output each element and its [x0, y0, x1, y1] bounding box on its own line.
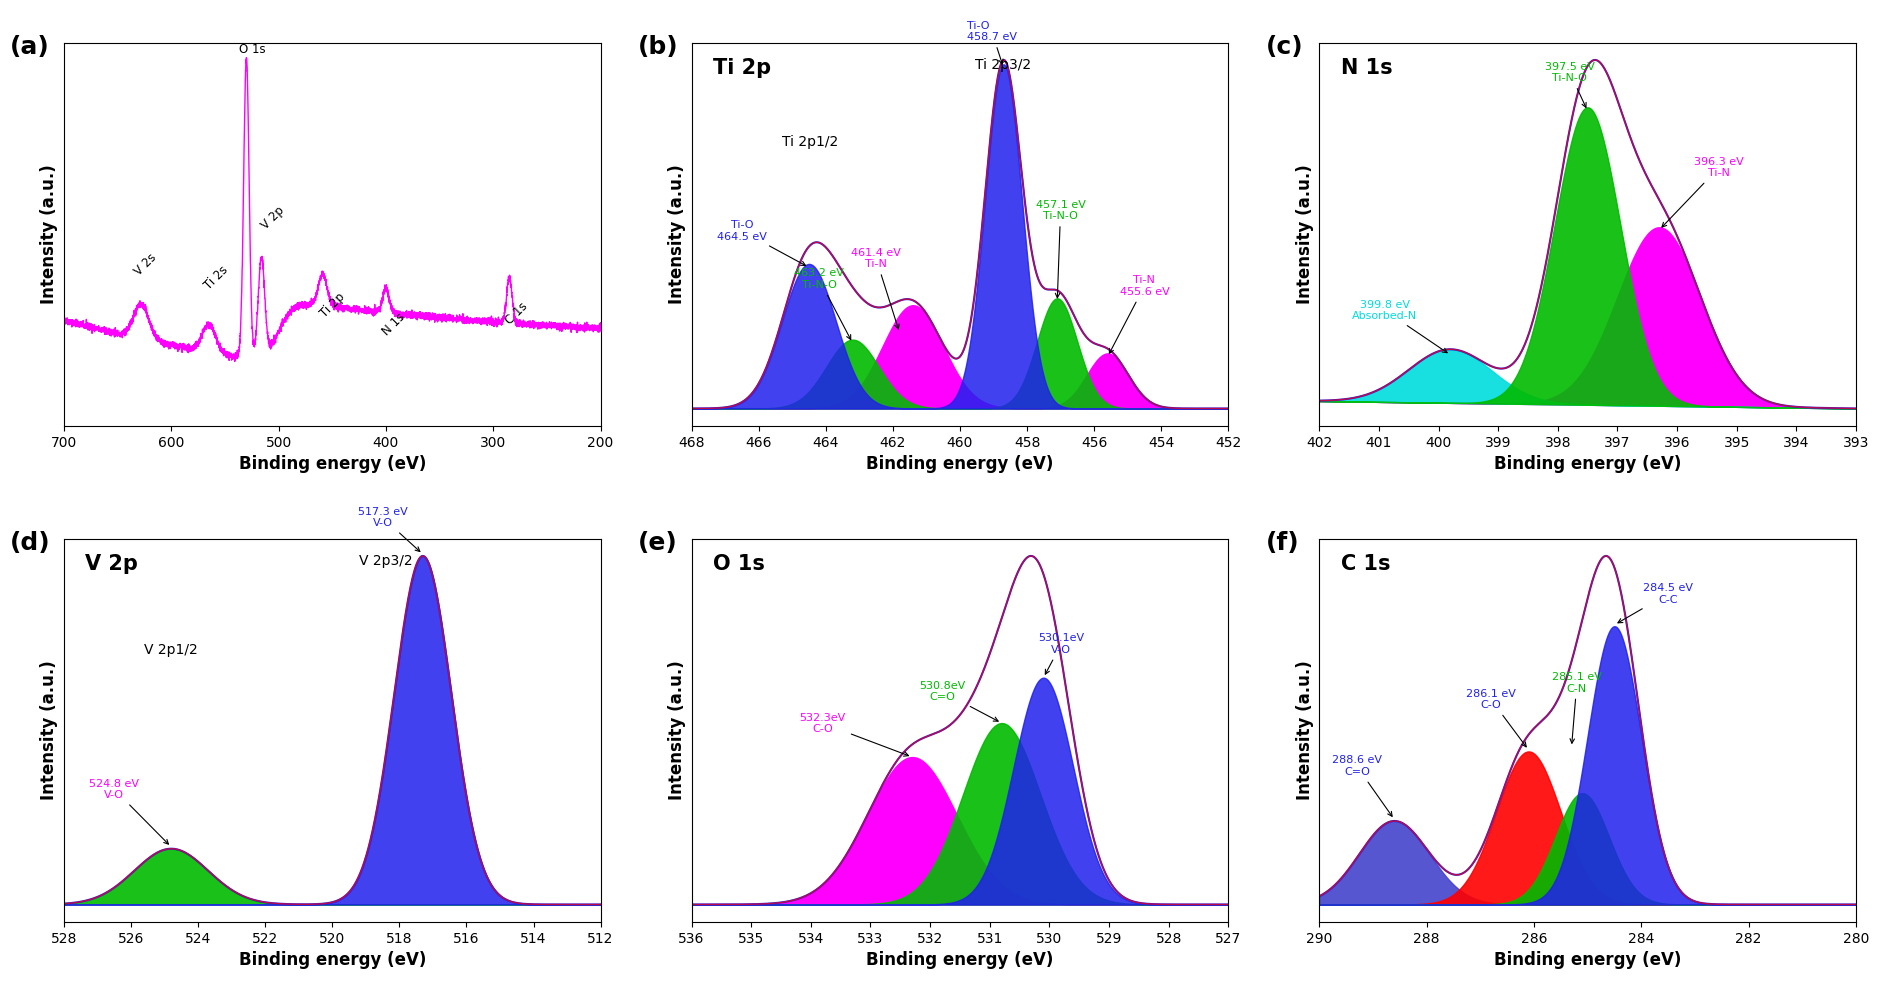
- Y-axis label: Intensity (a.u.): Intensity (a.u.): [40, 660, 59, 800]
- Text: (f): (f): [1266, 531, 1298, 554]
- Text: 530.8eV
C=O: 530.8eV C=O: [918, 681, 997, 721]
- Text: (d): (d): [9, 531, 51, 554]
- Text: O 1s: O 1s: [712, 553, 765, 574]
- Text: 285.1 eV
C-N: 285.1 eV C-N: [1551, 672, 1602, 743]
- Text: Ti 2p: Ti 2p: [317, 290, 348, 320]
- Text: 286.1 eV
C-O: 286.1 eV C-O: [1466, 689, 1526, 746]
- X-axis label: Binding energy (eV): Binding energy (eV): [865, 951, 1052, 969]
- Y-axis label: Intensity (a.u.): Intensity (a.u.): [1296, 660, 1313, 800]
- Y-axis label: Intensity (a.u.): Intensity (a.u.): [667, 660, 686, 800]
- Text: Ti 2s: Ti 2s: [202, 263, 230, 292]
- Text: V 2p: V 2p: [259, 204, 287, 233]
- Text: (b): (b): [638, 35, 678, 58]
- X-axis label: Binding energy (eV): Binding energy (eV): [238, 951, 425, 969]
- Text: 530.1eV
V-O: 530.1eV V-O: [1037, 634, 1084, 674]
- Text: V 2s: V 2s: [132, 250, 159, 278]
- Text: (a): (a): [9, 35, 49, 58]
- Text: Ti-O
464.5 eV: Ti-O 464.5 eV: [716, 220, 805, 265]
- Y-axis label: Intensity (a.u.): Intensity (a.u.): [1296, 164, 1313, 304]
- Text: 457.1 eV
Ti-N-O: 457.1 eV Ti-N-O: [1035, 200, 1084, 298]
- Text: V 2p1/2: V 2p1/2: [144, 643, 198, 656]
- Text: O 1s: O 1s: [238, 44, 264, 56]
- Text: V 2p3/2: V 2p3/2: [359, 554, 412, 568]
- Text: 284.5 eV
C-C: 284.5 eV C-C: [1617, 583, 1693, 623]
- X-axis label: Binding energy (eV): Binding energy (eV): [1492, 951, 1681, 969]
- Text: C 1s: C 1s: [1339, 553, 1390, 574]
- Text: V 2p: V 2p: [85, 553, 138, 574]
- Text: 463.2 eV
Ti-N-O: 463.2 eV Ti-N-O: [793, 268, 850, 340]
- Y-axis label: Intensity (a.u.): Intensity (a.u.): [40, 164, 59, 304]
- Text: (e): (e): [638, 531, 678, 554]
- Text: 399.8 eV
Absorbed-N: 399.8 eV Absorbed-N: [1353, 300, 1447, 352]
- Text: 532.3eV
C-O: 532.3eV C-O: [799, 713, 909, 756]
- X-axis label: Binding energy (eV): Binding energy (eV): [1492, 455, 1681, 473]
- Text: (c): (c): [1266, 35, 1303, 58]
- Text: Ti 2p1/2: Ti 2p1/2: [782, 135, 837, 149]
- Text: N 1s: N 1s: [380, 310, 408, 338]
- Text: Ti-N
455.6 eV: Ti-N 455.6 eV: [1109, 275, 1169, 353]
- Text: 288.6 eV
C=O: 288.6 eV C=O: [1332, 755, 1392, 817]
- Text: 396.3 eV
Ti-N: 396.3 eV Ti-N: [1660, 156, 1744, 227]
- Text: 461.4 eV
Ti-N: 461.4 eV Ti-N: [850, 248, 901, 329]
- X-axis label: Binding energy (eV): Binding energy (eV): [865, 455, 1052, 473]
- Text: 517.3 eV
V-O: 517.3 eV V-O: [357, 507, 419, 551]
- Y-axis label: Intensity (a.u.): Intensity (a.u.): [667, 164, 686, 304]
- Text: Ti-O
458.7 eV: Ti-O 458.7 eV: [965, 21, 1016, 64]
- X-axis label: Binding energy (eV): Binding energy (eV): [238, 455, 425, 473]
- Text: N 1s: N 1s: [1339, 57, 1392, 78]
- Text: 397.5 eV
Ti-N-O: 397.5 eV Ti-N-O: [1543, 61, 1594, 107]
- Text: C 1s: C 1s: [502, 300, 531, 328]
- Text: 524.8 eV
V-O: 524.8 eV V-O: [89, 778, 168, 844]
- Text: Ti 2p3/2: Ti 2p3/2: [975, 58, 1030, 72]
- Text: Ti 2p: Ti 2p: [712, 57, 771, 78]
